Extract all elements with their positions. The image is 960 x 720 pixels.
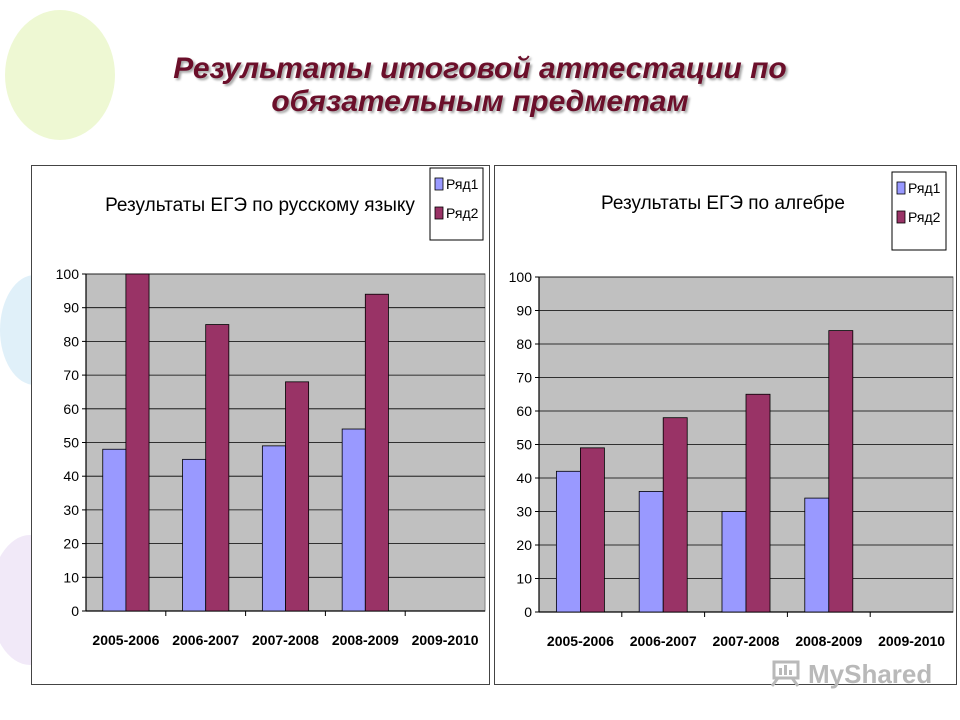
bar-series2-2007-2008 [285, 381, 310, 612]
y-tick-label: 40 [516, 470, 532, 486]
y-tick-label: 60 [516, 403, 532, 419]
bar-series1-2008-2009 [341, 428, 366, 612]
legend-label-1: Ряд1 [908, 180, 941, 196]
bar-series1-2007-2008 [261, 445, 286, 612]
x-tick-label: 2009-2010 [412, 632, 479, 648]
legend-swatch-1 [434, 177, 444, 191]
y-tick-label: 70 [516, 370, 532, 386]
y-tick-label: 90 [516, 303, 532, 319]
legend-swatch-2 [434, 206, 444, 220]
legend-swatch-1 [896, 181, 906, 195]
bar-series2-2008-2009 [364, 293, 389, 612]
x-tick-label: 2005-2006 [547, 633, 614, 649]
x-tick-label: 2008-2009 [332, 632, 399, 648]
x-tick-label: 2005-2006 [92, 632, 159, 648]
bar-series2-2008-2009 [828, 330, 854, 613]
chart-algebra: Результаты ЕГЭ по алгебре Ряд1 Ряд2 0 10 20 30… [494, 165, 957, 685]
bar-series2-2005-2006 [125, 273, 150, 612]
y-tick-label: 0 [71, 603, 79, 619]
bar-series2-2005-2006 [580, 447, 605, 613]
y-tick-label: 50 [516, 437, 532, 453]
y-tick-label: 100 [56, 266, 80, 282]
watermark: MyShared [768, 654, 932, 694]
bar-series2-2007-2008 [745, 393, 771, 613]
bar-series2-2006-2007 [662, 417, 688, 613]
y-tick-label: 20 [63, 536, 79, 552]
chart-title: Результаты ЕГЭ по алгебре [601, 193, 845, 214]
bar-series1-2007-2008 [721, 511, 747, 613]
y-tick-label: 20 [516, 537, 532, 553]
chart-russian-language: Результаты ЕГЭ по русскому языку Ряд1 Ряд2… [31, 165, 490, 685]
y-tick-label: 60 [63, 401, 79, 417]
x-tick-label: 2008-2009 [795, 633, 862, 649]
legend-label-2: Ряд2 [908, 209, 941, 225]
bar-series1-2005-2006 [555, 470, 581, 613]
watermark-text: MyShared [808, 658, 933, 689]
bar-series2-2006-2007 [205, 324, 230, 612]
y-tick-label: 90 [63, 300, 79, 316]
x-tick-label: 2006-2007 [630, 633, 697, 649]
legend-swatch-2 [896, 210, 906, 224]
chart-russian-svg: Результаты ЕГЭ по русскому языку Ряд1 Ряд2… [56, 167, 486, 648]
chart-title: Результаты ЕГЭ по русскому языку [105, 195, 415, 216]
x-tick-label: 2007-2008 [252, 632, 319, 648]
y-tick-label: 100 [509, 269, 533, 285]
slide-title-line2: обязательным предметам [271, 85, 689, 118]
bar-series1-2008-2009 [804, 497, 830, 613]
y-tick-label: 0 [524, 604, 532, 620]
chart-algebra-svg: Результаты ЕГЭ по алгебре Ряд1 Ряд2 0 10 20 30… [509, 171, 954, 649]
legend: Ряд1 Ряд2 [891, 171, 947, 251]
bar-series1-2006-2007 [638, 490, 664, 613]
y-tick-label: 50 [63, 435, 79, 451]
y-tick-label: 40 [63, 468, 79, 484]
legend-label-1: Ряд1 [446, 176, 479, 192]
legend: Ряд1 Ряд2 [429, 167, 484, 241]
bar-series1-2006-2007 [182, 458, 207, 612]
legend-label-2: Ряд2 [446, 205, 479, 221]
y-tick-label: 80 [516, 336, 532, 352]
x-tick-label: 2007-2008 [713, 633, 780, 649]
y-tick-label: 30 [516, 504, 532, 520]
presentation-icon [770, 660, 800, 687]
y-tick-label: 80 [63, 333, 79, 349]
y-tick-label: 10 [63, 569, 79, 585]
bar-series1-2005-2006 [102, 448, 127, 612]
x-tick-label: 2006-2007 [172, 632, 239, 648]
y-tick-label: 70 [63, 367, 79, 383]
x-tick-label: 2009-2010 [878, 633, 945, 649]
y-tick-label: 10 [516, 571, 532, 587]
y-tick-label: 30 [63, 502, 79, 518]
slide-title: Результаты итоговой аттестации по обязат… [90, 52, 870, 118]
slide-title-line1: Результаты итоговой аттестации по [173, 52, 787, 85]
